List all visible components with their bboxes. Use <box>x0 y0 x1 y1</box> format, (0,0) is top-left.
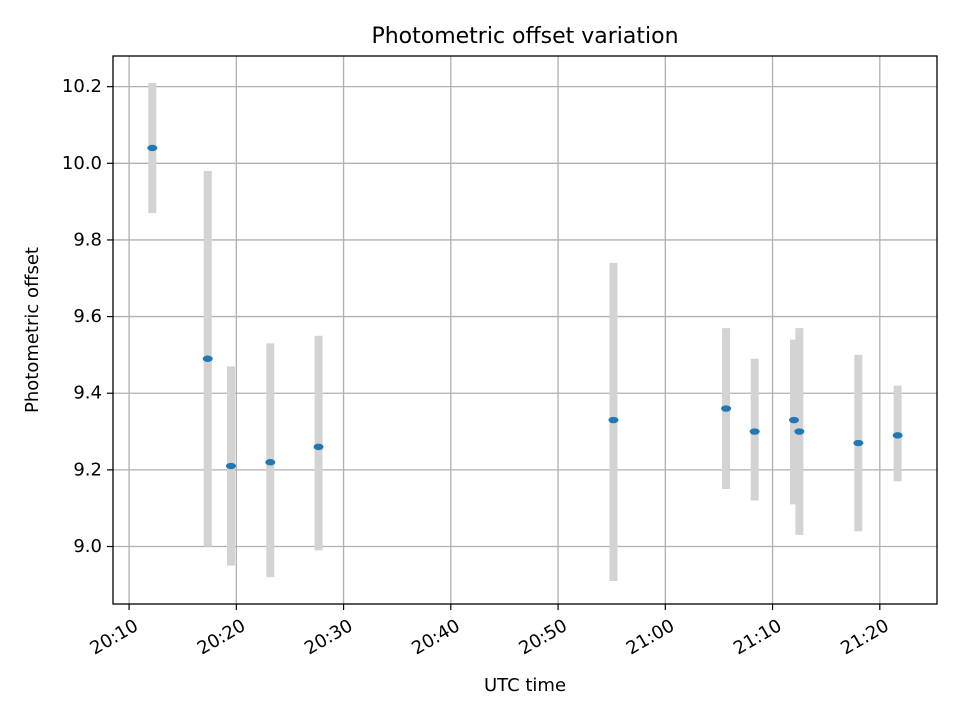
points-layer <box>147 144 903 470</box>
y-axis-label: Photometric offset <box>22 247 43 413</box>
x-tick-label: 20:40 <box>408 615 463 659</box>
plot-frame <box>112 55 938 605</box>
y-tick-label: 9.6 <box>73 306 102 327</box>
data-point <box>225 462 236 470</box>
y-tick-label: 9.4 <box>73 383 102 404</box>
data-point <box>202 355 213 362</box>
x-axis-label: UTC time <box>484 675 566 696</box>
data-point <box>749 428 760 435</box>
y-tick-label: 9.0 <box>73 536 102 557</box>
error-bars-layer <box>148 82 902 582</box>
y-tick-label: 9.8 <box>73 229 102 250</box>
x-tick-label: 20:20 <box>194 615 249 659</box>
x-tick-label: 21:10 <box>730 615 785 659</box>
y-tick-label: 9.2 <box>73 459 102 480</box>
y-tick-label: 10.0 <box>62 153 102 174</box>
data-point <box>892 432 903 439</box>
data-point <box>147 144 158 152</box>
x-tick-label: 21:00 <box>623 615 678 659</box>
data-point <box>794 428 805 435</box>
x-tick-label: 20:10 <box>87 615 142 659</box>
grid-layer <box>113 56 937 604</box>
data-point <box>789 416 800 424</box>
data-point <box>853 439 864 447</box>
x-tick-label: 20:50 <box>516 615 571 659</box>
data-point <box>313 443 324 451</box>
y-tick-label: 10.2 <box>62 76 102 97</box>
x-tick-label: 20:30 <box>301 615 356 659</box>
data-point <box>265 459 276 466</box>
data-point <box>721 405 732 412</box>
x-tick-label: 21:20 <box>837 615 892 659</box>
data-point <box>608 416 619 424</box>
chart-title: Photometric offset variation <box>371 24 678 49</box>
